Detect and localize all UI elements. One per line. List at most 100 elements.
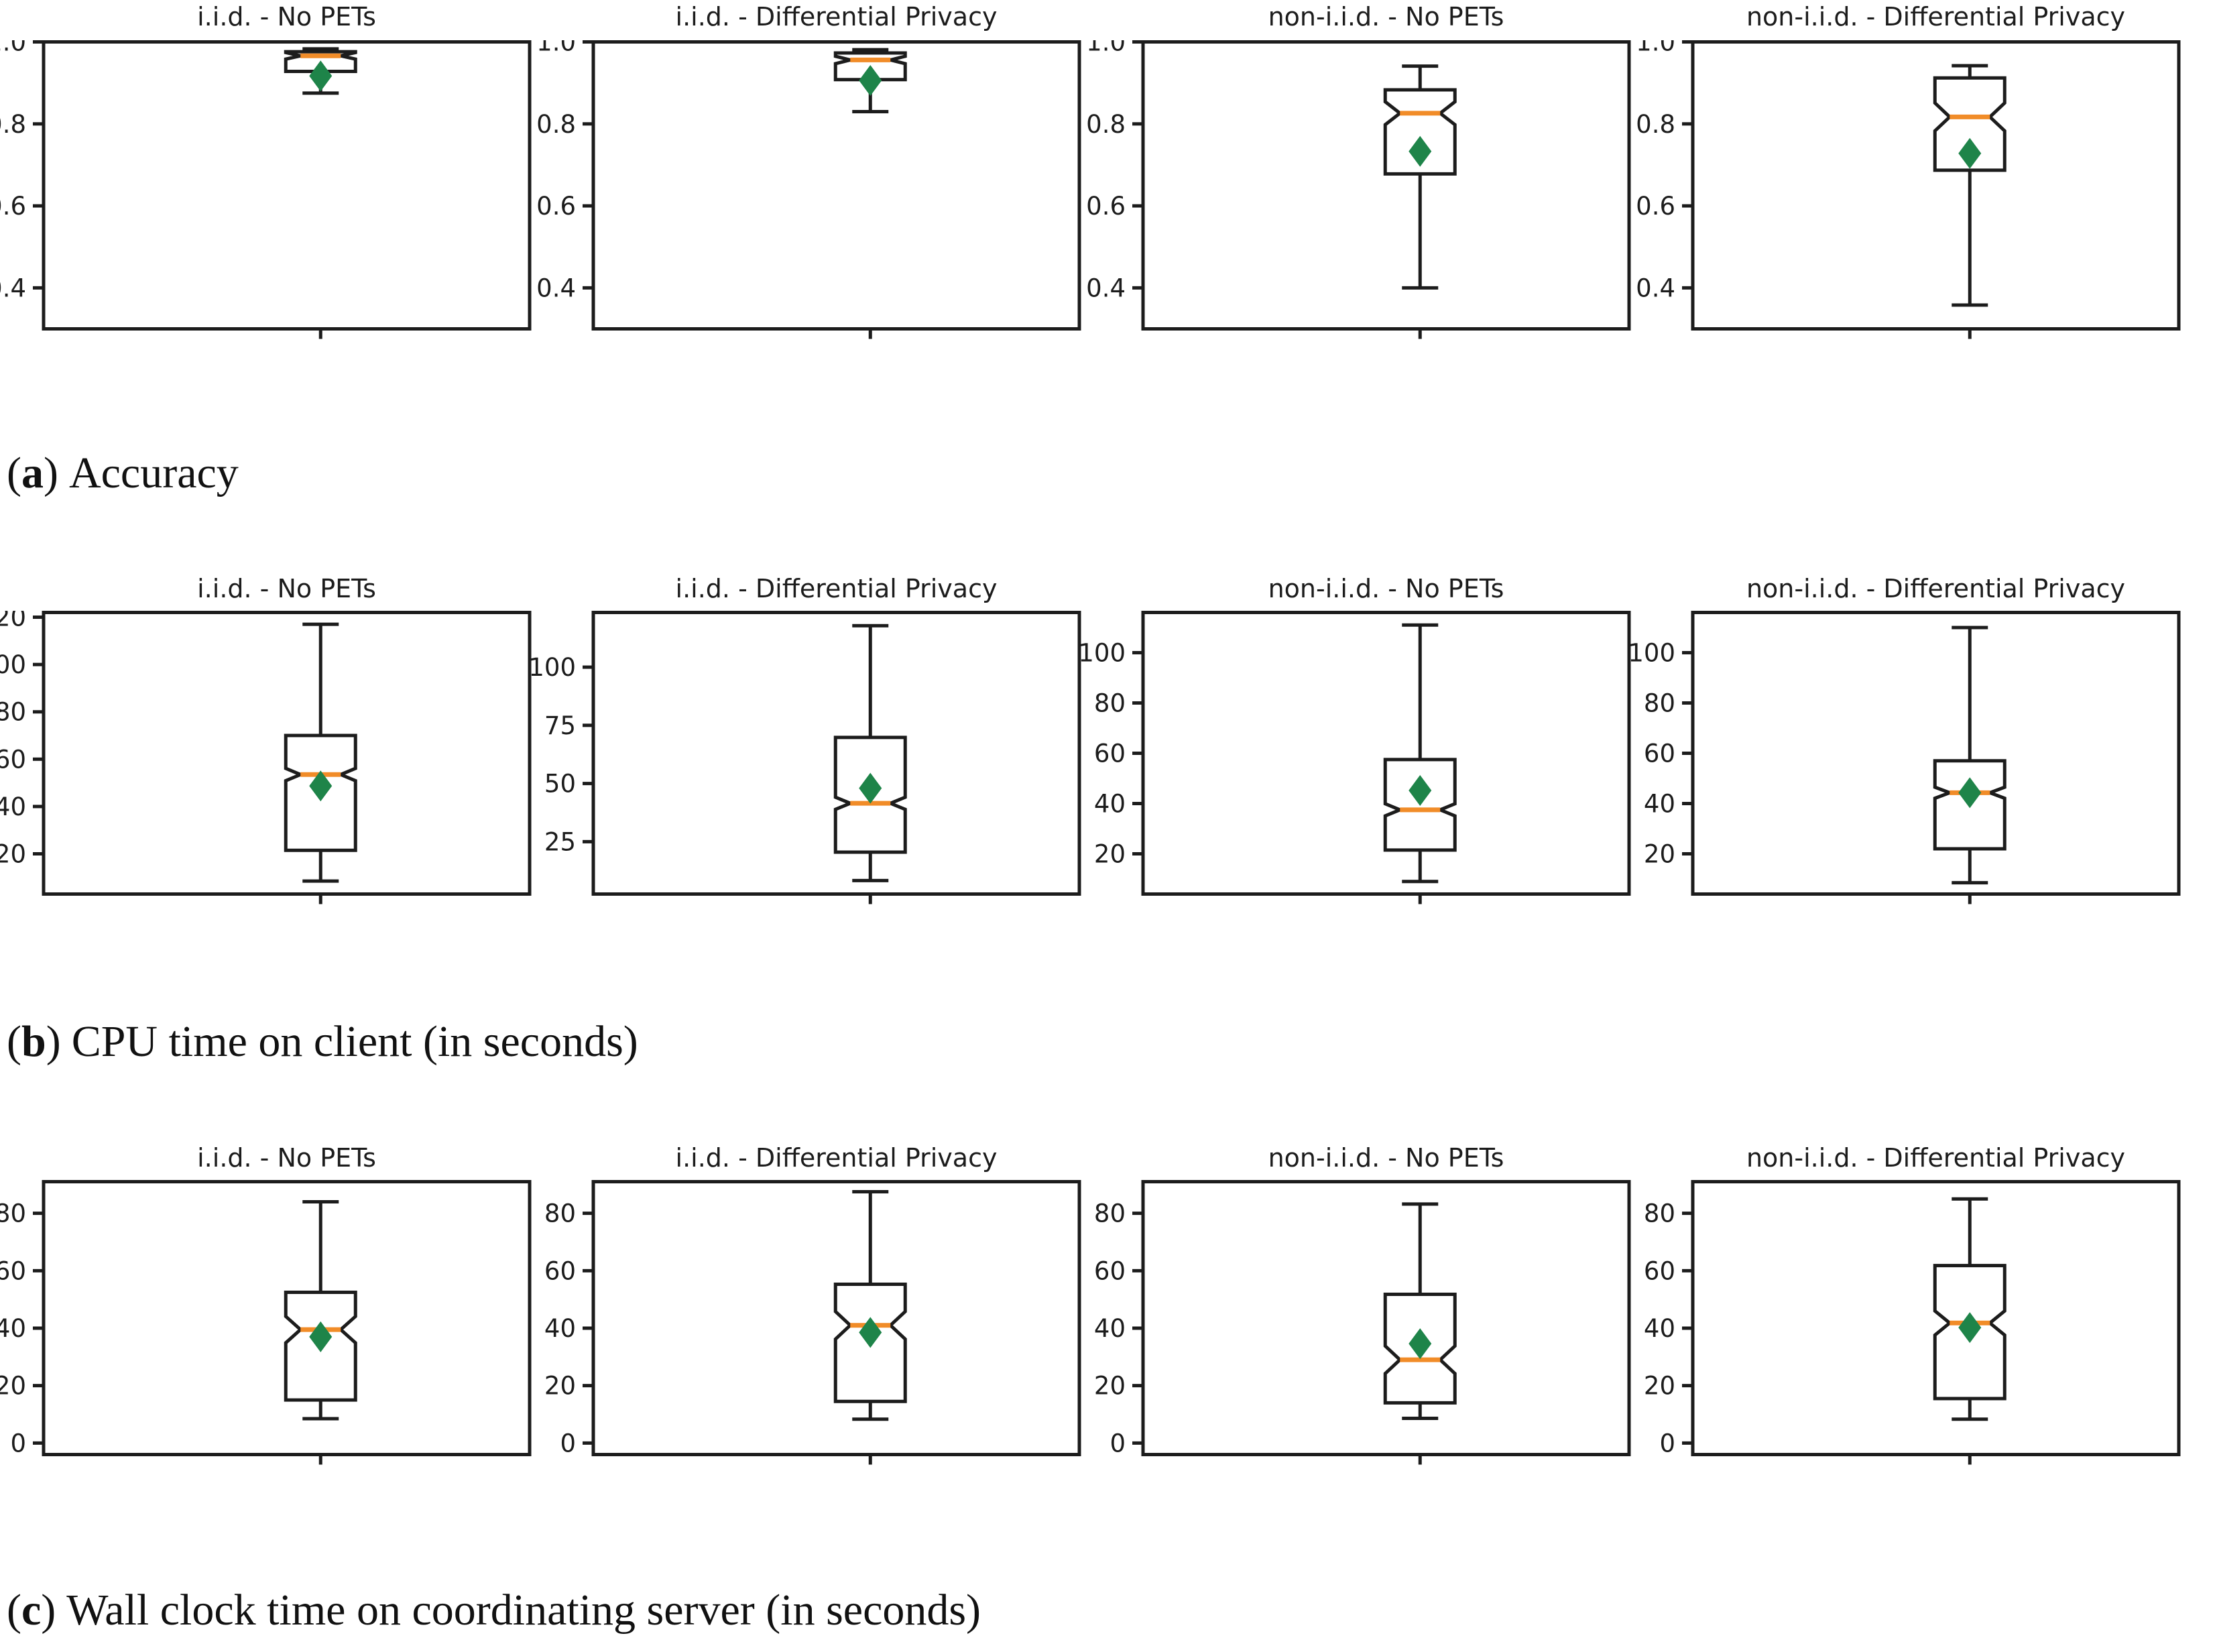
svg-text:80: 80 (0, 1199, 26, 1228)
boxplot-svg: 0.4 0.6 0.8 1.0 (536, 40, 1081, 339)
boxplot-svg: 0 20 40 60 80 (1094, 1180, 1631, 1465)
svg-text:120: 120 (0, 611, 26, 632)
svg-text:0.4: 0.4 (0, 274, 26, 302)
svg-text:1.0: 1.0 (0, 40, 26, 57)
svg-text:80: 80 (1644, 1199, 1675, 1228)
panel-title: i.i.d. - Differential Privacy (675, 1143, 998, 1173)
panel-c-noniid-dp: non-i.i.d. - Differential Privacy 0 20 40 6… (1612, 1142, 2189, 1480)
panel-title: non-i.i.d. - Differential Privacy (1746, 574, 2126, 603)
svg-text:0.6: 0.6 (536, 192, 576, 221)
svg-text:80: 80 (1094, 689, 1126, 718)
panel-a-iid-no-pets: i.i.d. - No PETs 0.4 0.6 0.8 1.0 (0, 1, 540, 354)
svg-text:20: 20 (1094, 1372, 1126, 1401)
svg-text:20: 20 (0, 840, 26, 869)
boxplot-svg: 20 40 60 80 100 120 (0, 611, 532, 904)
svg-text:25: 25 (544, 827, 576, 856)
svg-text:20: 20 (1644, 1372, 1675, 1401)
svg-text:40: 40 (0, 1314, 26, 1343)
svg-text:80: 80 (1644, 689, 1675, 718)
panel-title: i.i.d. - No PETs (197, 574, 376, 603)
panel-title: non-i.i.d. - Differential Privacy (1746, 2, 2126, 32)
panel-b-noniid-no-pets: non-i.i.d. - No PETs 20 40 60 80 100 (1063, 573, 1639, 919)
panel-title: non-i.i.d. - No PETs (1268, 2, 1504, 32)
svg-text:60: 60 (1094, 1256, 1126, 1285)
svg-text:40: 40 (1644, 790, 1675, 819)
panel-b-noniid-dp: non-i.i.d. - Differential Privacy 20 40 60… (1612, 573, 2189, 919)
panel-c-noniid-no-pets: non-i.i.d. - No PETs 0 20 40 60 80 (1063, 1142, 1639, 1480)
boxplot-svg: 20 40 60 80 100 (1628, 611, 2181, 904)
svg-text:100: 100 (0, 650, 26, 679)
panel-b-iid-no-pets: i.i.d. - No PETs 20 40 60 80 100 120 (0, 573, 540, 919)
svg-text:0: 0 (1110, 1429, 1126, 1458)
svg-text:80: 80 (1094, 1199, 1126, 1228)
svg-text:0.8: 0.8 (536, 110, 576, 139)
panel-c-iid-no-pets: i.i.d. - No PETs 0 20 40 60 80 (0, 1142, 540, 1480)
boxplot-svg: 0 20 40 60 80 (0, 1180, 532, 1465)
svg-text:40: 40 (1644, 1314, 1675, 1343)
boxplot-svg: 0.4 0.6 0.8 1.0 (1086, 40, 1631, 339)
caption-index: (c) (7, 1586, 56, 1635)
boxplot-svg: 0 20 40 60 80 (1644, 1180, 2181, 1465)
boxplot-svg: 0.4 0.6 0.8 1.0 (0, 40, 532, 339)
panel-title: i.i.d. - No PETs (197, 2, 376, 32)
panel-a-iid-dp: i.i.d. - Differential Privacy 0.4 0.6 0.8 1… (513, 1, 1089, 354)
panel-c-iid-dp: i.i.d. - Differential Privacy 0 20 40 60 80 (513, 1142, 1089, 1480)
svg-text:0.4: 0.4 (1086, 274, 1126, 302)
svg-text:20: 20 (1094, 840, 1126, 869)
panel-b-iid-dp: i.i.d. - Differential Privacy 25 50 75 100 (513, 573, 1089, 919)
svg-text:60: 60 (0, 745, 26, 774)
svg-text:50: 50 (544, 770, 576, 799)
svg-text:20: 20 (544, 1372, 576, 1401)
panel-title: non-i.i.d. - Differential Privacy (1746, 1143, 2126, 1173)
panel-title: i.i.d. - No PETs (197, 1143, 376, 1173)
svg-text:0.6: 0.6 (0, 192, 26, 221)
svg-text:0: 0 (10, 1429, 26, 1458)
caption-label: Wall clock time on coordinating server (… (66, 1586, 981, 1635)
svg-text:100: 100 (528, 653, 576, 682)
svg-text:40: 40 (0, 792, 26, 821)
boxplot-svg: 20 40 60 80 100 (1078, 611, 1631, 904)
svg-text:1.0: 1.0 (1636, 40, 1675, 57)
svg-text:100: 100 (1078, 639, 1126, 668)
panel-title: i.i.d. - Differential Privacy (675, 2, 998, 32)
svg-text:0: 0 (560, 1429, 576, 1458)
svg-text:0.4: 0.4 (536, 274, 576, 302)
caption-label: CPU time on client (in seconds) (71, 1017, 638, 1066)
svg-text:60: 60 (0, 1256, 26, 1285)
panel-a-noniid-dp: non-i.i.d. - Differential Privacy 0.4 0.6… (1612, 1, 2189, 354)
svg-text:40: 40 (1094, 1314, 1126, 1343)
boxplot-svg: 25 50 75 100 (528, 611, 1081, 904)
panel-a-noniid-no-pets: non-i.i.d. - No PETs 0.4 0.6 0.8 1.0 (1063, 1, 1639, 354)
svg-text:60: 60 (1644, 740, 1675, 768)
svg-text:20: 20 (1644, 840, 1675, 869)
svg-text:80: 80 (544, 1199, 576, 1228)
svg-text:0.8: 0.8 (1636, 110, 1675, 139)
caption-wall-clock: (c) Wall clock time on coordinating serve… (7, 1585, 981, 1636)
svg-text:0.6: 0.6 (1086, 192, 1126, 221)
svg-text:0.6: 0.6 (1636, 192, 1675, 221)
svg-text:40: 40 (544, 1314, 576, 1343)
svg-text:75: 75 (544, 711, 576, 740)
svg-text:0.8: 0.8 (0, 110, 26, 139)
svg-text:0.4: 0.4 (1636, 274, 1675, 302)
svg-text:1.0: 1.0 (1086, 40, 1126, 57)
boxplot-svg: 0 20 40 60 80 (544, 1180, 1081, 1465)
svg-text:60: 60 (544, 1256, 576, 1285)
panel-title: i.i.d. - Differential Privacy (675, 574, 998, 603)
caption-cpu-time: (b) CPU time on client (in seconds) (7, 1016, 638, 1067)
svg-text:100: 100 (1628, 639, 1675, 668)
svg-text:20: 20 (0, 1372, 26, 1401)
svg-text:80: 80 (0, 698, 26, 727)
caption-label: Accuracy (68, 449, 239, 497)
caption-accuracy: (a) Accuracy (7, 448, 239, 499)
caption-index: (b) (7, 1017, 61, 1066)
boxplot-svg: 0.4 0.6 0.8 1.0 (1636, 40, 2181, 339)
panel-title: non-i.i.d. - No PETs (1268, 574, 1504, 603)
svg-text:0: 0 (1659, 1429, 1675, 1458)
svg-text:40: 40 (1094, 790, 1126, 819)
svg-text:60: 60 (1094, 740, 1126, 768)
svg-text:0.8: 0.8 (1086, 110, 1126, 139)
svg-text:1.0: 1.0 (536, 40, 576, 57)
caption-index: (a) (7, 449, 58, 497)
svg-text:60: 60 (1644, 1256, 1675, 1285)
